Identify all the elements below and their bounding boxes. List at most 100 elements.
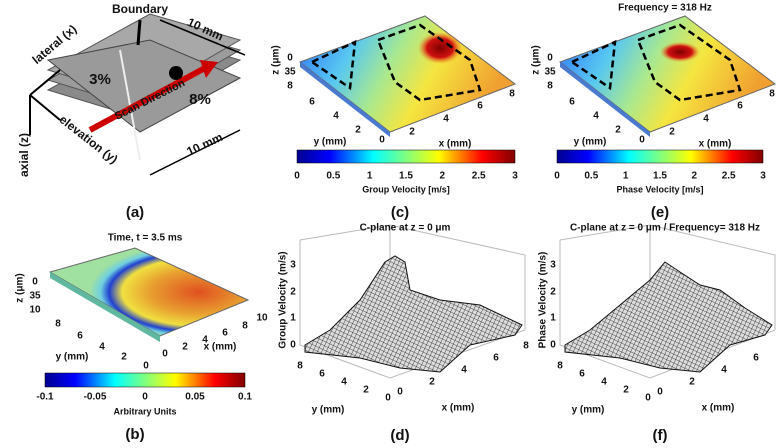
- axis-name: axial (z): [17, 133, 31, 177]
- colorbar-tick: 1: [367, 171, 373, 182]
- panel-b: [44, 247, 250, 388]
- axis-name: y (mm): [572, 405, 605, 416]
- colorbar-label: Arbitrary Units: [113, 406, 176, 416]
- colorbar-tick: 2: [692, 171, 698, 182]
- tick-label: 6: [493, 353, 499, 364]
- tick-label: 8: [769, 89, 775, 100]
- tick-label: 2: [689, 377, 695, 388]
- axis-name: z (μm): [531, 45, 542, 74]
- colorbar-tick: 1.5: [399, 171, 413, 182]
- tick-label: 0: [143, 361, 149, 372]
- colorbar-tick: 0: [294, 171, 300, 182]
- tick-label: 6: [569, 97, 575, 108]
- colorbar-tick: 0.1: [238, 392, 252, 403]
- axis-name: x (mm): [702, 403, 735, 414]
- axis-name: x (mm): [699, 139, 732, 150]
- tick-label: 2: [409, 127, 415, 138]
- colorbar: [44, 372, 246, 388]
- mesh-surface: [564, 261, 773, 373]
- tick-label: 4: [593, 111, 599, 122]
- tick-label: 6: [737, 101, 743, 112]
- tick-label: 0: [385, 393, 391, 404]
- hot-spot: [660, 42, 700, 62]
- axis-name: Phase Velocity (m/s): [538, 252, 549, 349]
- tick-label: 4: [703, 114, 709, 125]
- axis-name: x (mm): [442, 403, 475, 414]
- stack-front: [46, 39, 242, 133]
- caption: (e): [651, 204, 669, 221]
- marker-dot: [169, 66, 183, 80]
- tick-label: 0: [550, 340, 556, 351]
- tick-label: 6: [579, 369, 585, 380]
- tick-label: 8: [55, 319, 61, 330]
- tick-label: 3: [290, 260, 296, 271]
- axis-name: x (mm): [204, 342, 237, 353]
- axis-y: [29, 94, 61, 121]
- inclusion-outline: [309, 39, 357, 91]
- colorbar-tick: 0.5: [326, 171, 340, 182]
- dim-line: [149, 129, 241, 176]
- boundary-pointer: [136, 19, 142, 46]
- tick-label: 2: [121, 352, 127, 363]
- panel-a: [29, 13, 246, 176]
- caption: (a): [126, 204, 144, 221]
- tick-label: 8: [547, 81, 553, 92]
- tick-label: 35: [29, 291, 41, 302]
- colorbar-label: Group Velocity [m/s]: [362, 184, 450, 194]
- caption: (f): [653, 427, 668, 444]
- colorbar-tick: 0: [554, 171, 560, 182]
- axis-name: x (mm): [439, 139, 472, 150]
- tick-label: 2: [623, 385, 629, 396]
- panel-f: [559, 224, 776, 379]
- panel-title: Frequency = 318 Hz: [618, 3, 712, 14]
- tick-label: 6: [753, 353, 759, 364]
- tick-label: 2: [355, 125, 361, 136]
- boundary-line: [119, 49, 141, 161]
- panel-c: [296, 15, 517, 164]
- axis-name: y (mm): [312, 405, 345, 416]
- tick-label: 0: [379, 135, 385, 146]
- tick-label: 2: [669, 127, 675, 138]
- caption: (c): [391, 204, 409, 221]
- tick-label: 8: [557, 361, 563, 372]
- tick-label: 0: [547, 53, 553, 64]
- tick-label: 1: [290, 313, 296, 324]
- tick-label: 2: [615, 125, 621, 136]
- colorbar-tick: 1.5: [653, 171, 667, 182]
- tick-label: 6: [309, 97, 315, 108]
- tick-label: 8: [297, 361, 303, 372]
- colorbar-tick: 0: [142, 392, 148, 403]
- caption: (d): [390, 427, 409, 444]
- axis-name: y (mm): [574, 137, 607, 148]
- tick-label: 2: [550, 287, 556, 298]
- tick-label: 0: [645, 393, 651, 404]
- colorbar-label: Phase Velocity [m/s]: [616, 184, 703, 194]
- colorbar-tick: 1: [623, 171, 629, 182]
- tick-label: 2: [429, 377, 435, 388]
- surface-side: [300, 62, 390, 137]
- panel-title: Time, t = 3.5 ms: [108, 233, 183, 244]
- colorbar-tick: 0.05: [185, 392, 205, 403]
- colorbar: [296, 149, 516, 164]
- dim-line: [159, 19, 246, 56]
- tick-label: 6: [477, 101, 483, 112]
- colorbar-tick: 0.5: [584, 171, 598, 182]
- scan-arrow: [88, 65, 207, 133]
- tick-label: 10: [29, 305, 41, 316]
- tick-label: 10: [256, 313, 268, 324]
- tick-label: 0: [287, 53, 293, 64]
- surface-side: [560, 62, 650, 137]
- colorbar-tick: 2: [440, 171, 446, 182]
- panel-title: C-plane at z = 0 μm: [360, 223, 451, 234]
- hot-spot: [418, 32, 462, 64]
- tick-label: 4: [601, 377, 607, 388]
- tick-label: 8: [523, 341, 529, 352]
- tick-label: 6: [319, 369, 325, 380]
- inclusion-outline: [636, 23, 742, 102]
- mesh-surface: [304, 255, 523, 373]
- tick-label: 0: [162, 349, 168, 360]
- panel-e: [556, 15, 777, 164]
- tick-label: 6: [77, 331, 83, 342]
- arrow-head: [200, 60, 218, 78]
